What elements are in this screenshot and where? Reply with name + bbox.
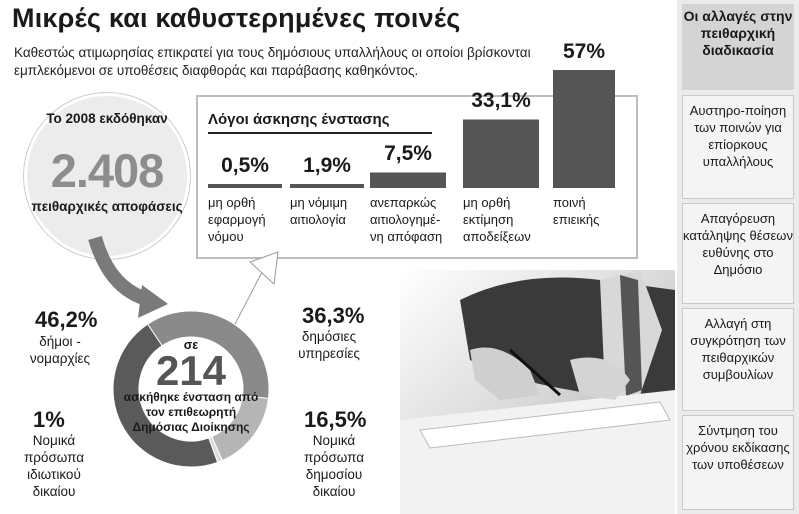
sidebar-heading: Οι αλλαγές στην πειθαρχική διαδικασία [682, 4, 794, 90]
badge-number: 2.408 [50, 144, 165, 197]
arrow-up-icon [226, 251, 279, 333]
reasons-chart-title: Λόγοι άσκησης ένστασης [208, 111, 390, 128]
sidebar-item: Αλλαγή στη συγκρότηση των πειθαρχικών συ… [682, 308, 794, 411]
sidebar-item: Απαγόρευση κατάληψης θέσεων ευθύνης στο … [682, 203, 794, 304]
donut-center: σε 214 ασκήθηκε ένσταση από τον επιθεωρη… [123, 338, 259, 435]
donut-center-number: 214 [155, 347, 227, 394]
badge-bottom-text: πειθαρχικές αποφάσεις [31, 199, 183, 214]
bar-value-label: 57% [562, 40, 606, 63]
donut-value-label: 36,3% [302, 303, 365, 328]
donut-center-text: ασκήθηκε ένσταση από τον επιθεωρητή Δημό… [123, 390, 259, 434]
badge-top-text: Το 2008 εκδόθηκαν [46, 111, 168, 126]
sidebar-item: Αυστηρο-ποίηση των ποινών για επίορκους … [682, 95, 794, 199]
donut-category-label: Νομικά πρόσωπα δημοσίου δικαίου [303, 433, 365, 499]
bar-value-label: 1,9% [303, 154, 351, 177]
donut-value-label: 46,2% [35, 307, 98, 332]
bar-value-label: 33,1% [471, 89, 531, 113]
bar-category-label: μη ορθή εφαρμογή νόμου [208, 195, 266, 244]
donut-category-label: δήμοι - νομαρχίες [29, 334, 91, 366]
decisions-badge: Το 2008 εκδόθηκαν 2.408 πειθαρχικές αποφ… [24, 93, 190, 259]
bar-category-label: μη νόμιμη αιτιολογία [290, 195, 348, 227]
donut-category-label: δημόσιες υπηρεσίες [298, 329, 360, 361]
page-title: Μικρές και καθυστερημένες ποινές [12, 3, 461, 33]
donut-category-label: Νομικά πρόσωπα ιδιωτικού δικαίου [23, 433, 85, 499]
sidebar-item: Σύντμηση του χρόνου εκδίκασης των υποθέσ… [682, 415, 794, 510]
bar-value-label: 7,5% [384, 142, 432, 166]
donut-center-pre: σε [183, 338, 199, 352]
bar-category-label: ποινή επιεικής [553, 195, 600, 227]
institutions-donut-chart [112, 310, 270, 468]
bar-value-label: 0,5% [221, 154, 269, 177]
bar-category-label: ανεπαρκώς αιτιολογημέ-νη απόφαση [370, 195, 443, 244]
background-photo [400, 270, 675, 514]
donut-hole [139, 337, 243, 441]
donut-value-label: 16,5% [304, 407, 367, 432]
donut-value-label: 1% [33, 407, 65, 432]
page-subtitle: Καθεστώς ατιμωρησίας επικρατεί για τους … [14, 45, 531, 78]
bar-category-label: μη ορθή εκτίμηση αποδείξεων [463, 195, 531, 244]
curved-arrow-down-icon [88, 235, 168, 318]
